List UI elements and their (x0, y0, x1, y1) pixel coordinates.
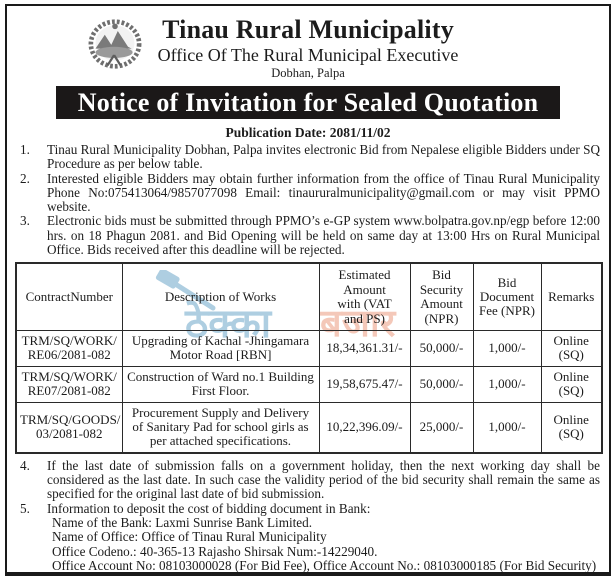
note-item-4: 4. If the last date of submission falls … (7, 457, 609, 502)
cell-contract: TRM/SQ/GOODS/ 03/2081-082 (15, 401, 123, 454)
publication-date: Publication Date: 2081/11/02 (225, 125, 391, 140)
account-numbers-line: Office Account No: 08103000028 (For Bid … (52, 557, 597, 573)
notes-bottom: 4. If the last date of submission falls … (7, 457, 609, 516)
nepal-emblem-icon (88, 19, 142, 69)
cell-doc-fee: 1,000/- (472, 330, 542, 367)
note-item-5: 5. Information to deposit the cost of bi… (7, 500, 609, 516)
col-header-estimated: Estimated Amount with (VAT and PS) (318, 262, 411, 332)
table-row: TRM/SQ/WORK/ RE06/2081-082 Upgrading of … (15, 330, 603, 367)
note-number: 1. (20, 142, 30, 157)
note-item-2: 2. Interested eligible Bidders may obtai… (7, 170, 609, 215)
col-header-remarks: Remarks (540, 262, 603, 332)
notice-page: Tinau Rural Municipality Office Of The R… (5, 4, 611, 576)
note-text: Electronic bids must be submitted throug… (47, 213, 600, 258)
cell-doc-fee: 1,000/- (472, 365, 542, 403)
table-row: TRM/SQ/GOODS/ 03/2081-082 Procurement Su… (15, 401, 603, 454)
office-code-line: Office Codeno.: 40-365-13 Rajasho Shirsa… (52, 543, 378, 559)
cell-security: 50,000/- (409, 330, 474, 367)
cell-description: Procurement Supply and Delivery of Sanit… (121, 401, 320, 454)
note-number: 4. (20, 457, 30, 473)
notes-top: 1. Tinau Rural Municipality Dobhan, Palp… (7, 142, 609, 257)
cell-remarks: Online (SQ) (540, 365, 603, 403)
document-header: Tinau Rural Municipality Office Of The R… (7, 6, 609, 81)
cell-remarks: Online (SQ) (540, 401, 603, 454)
bid-table-section: ठेक्का बजार ContractNumber Description o… (15, 262, 603, 454)
cell-doc-fee: 1,000/- (472, 401, 542, 454)
table-row: TRM/SQ/WORK/ RE07/2081-082 Construction … (15, 365, 603, 403)
note-number: 2. (20, 170, 30, 186)
cell-description: Construction of Ward no.1 Building First… (121, 365, 320, 403)
notice-banner: Notice of Invitation for Sealed Quotatio… (56, 86, 560, 119)
note-text: If the last date of submission falls on … (47, 457, 600, 502)
note-text: Interested eligible Bidders may obtain f… (47, 170, 600, 215)
table-header-row: ContractNumber Description of Works Esti… (15, 262, 603, 332)
bid-table: ContractNumber Description of Works Esti… (15, 262, 603, 454)
bank-details: Name of the Bank: Laxmi Sunrise Bank Lim… (52, 515, 609, 573)
col-header-contract: ContractNumber (15, 262, 123, 332)
cell-security: 50,000/- (409, 365, 474, 403)
cell-estimated: 19,58,675.47/- (318, 365, 411, 403)
cell-description: Upgrading of Kachal -Jhingamara Motor Ro… (121, 330, 320, 367)
note-item-3: 3. Electronic bids must be submitted thr… (7, 214, 609, 257)
bank-name-line: Name of the Bank: Laxmi Sunrise Bank Lim… (52, 515, 313, 531)
cell-estimated: 10,22,396.09/- (318, 401, 411, 454)
col-header-security: Bid Security Amount (NPR) (409, 262, 474, 332)
note-text: Tinau Rural Municipality Dobhan, Palpa i… (47, 142, 600, 172)
notice-banner-title: Notice of Invitation for Sealed Quotatio… (77, 88, 539, 117)
col-header-description: Description of Works (121, 262, 320, 332)
location-line: Dobhan, Palpa (271, 66, 345, 80)
cell-remarks: Online (SQ) (540, 330, 603, 367)
cell-estimated: 18,34,361.31/- (318, 330, 411, 367)
note-text: Information to deposit the cost of biddi… (47, 500, 371, 516)
cell-contract: TRM/SQ/WORK/ RE06/2081-082 (15, 330, 123, 367)
note-number: 5. (20, 500, 30, 516)
cell-security: 25,000/- (409, 401, 474, 454)
municipality-title: Tinau Rural Municipality (162, 15, 454, 44)
col-header-doc-fee: Bid Document Fee (NPR) (472, 262, 542, 332)
cell-contract: TRM/SQ/WORK/ RE07/2081-082 (15, 365, 123, 403)
note-number: 3. (20, 213, 30, 229)
office-subtitle: Office Of The Rural Municipal Executive (157, 45, 459, 65)
note-item-1: 1. Tinau Rural Municipality Dobhan, Palp… (7, 142, 609, 172)
office-name-line: Name of Office: Office of Tinau Rural Mu… (52, 529, 327, 545)
